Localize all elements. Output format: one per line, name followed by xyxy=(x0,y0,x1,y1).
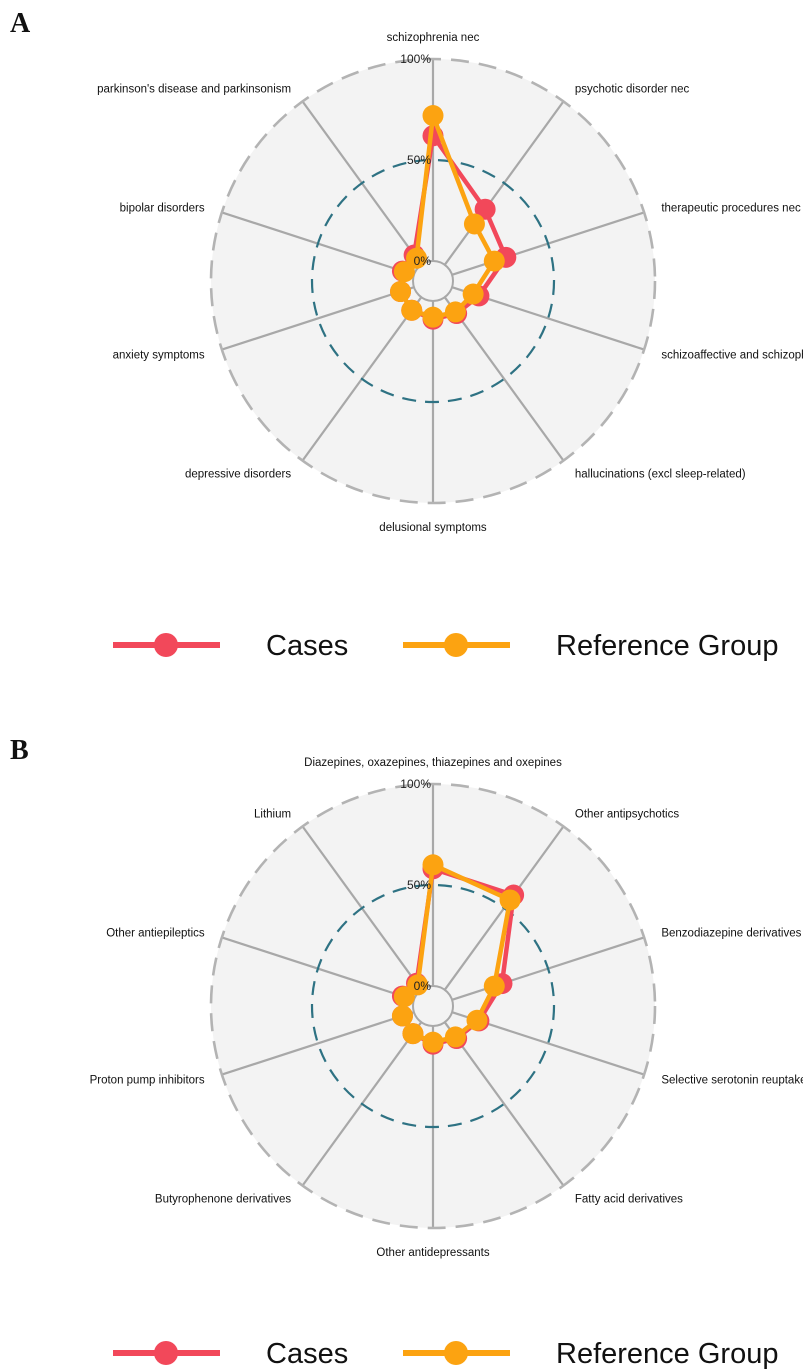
category-label: bipolar disorders xyxy=(120,202,205,214)
legend-label: Reference Group xyxy=(556,630,778,662)
legend-swatch-point xyxy=(444,1341,468,1365)
category-label: psychotic disorder nec xyxy=(575,83,690,95)
tick-label: 0% xyxy=(414,254,432,268)
tick-label: 100% xyxy=(400,777,431,791)
tick-label: 50% xyxy=(407,878,431,892)
data-point xyxy=(391,1005,413,1027)
panel-a: A 0% 50% 100% schizophrenia nec psychotic dis… xyxy=(10,8,803,662)
data-point xyxy=(466,1009,488,1031)
data-point xyxy=(444,1026,466,1048)
category-label: therapeutic procedures nec xyxy=(661,202,801,214)
grid-ring-0 xyxy=(412,985,454,1027)
legend-swatch-point xyxy=(154,1341,178,1365)
category-label: Benzodiazepine derivatives xyxy=(661,927,801,939)
panel-b: B 0% 50% 100% Diazepines, oxazepines, thiaze… xyxy=(0,722,803,1369)
category-label: schizoaffective and schizophreniform dis… xyxy=(661,350,803,362)
data-point xyxy=(393,261,415,283)
grid-ring-100 xyxy=(209,57,657,505)
legend-label: Cases xyxy=(266,630,348,662)
data-point xyxy=(407,974,429,996)
tick-label: 0% xyxy=(414,979,432,993)
data-point xyxy=(401,299,423,321)
legend: Cases Reference Group xyxy=(113,1338,778,1369)
data-point xyxy=(474,198,496,220)
category-label: parkinson's disease and parkinsonism xyxy=(97,83,291,95)
grid-ring-50 xyxy=(310,883,556,1129)
legend-swatch-point xyxy=(444,633,468,657)
grid-ring-50 xyxy=(310,158,556,404)
radar-spoke xyxy=(443,296,565,462)
category-label: anxiety symptoms xyxy=(113,350,205,362)
data-point xyxy=(422,1031,444,1053)
data-point xyxy=(422,306,444,328)
data-point xyxy=(499,889,521,911)
data-point xyxy=(444,301,466,323)
panel-letter: B xyxy=(10,735,29,766)
legend-label: Reference Group xyxy=(556,1338,778,1369)
category-label: Fatty acid derivatives xyxy=(575,1194,683,1206)
data-point xyxy=(402,1023,424,1045)
data-point xyxy=(483,975,505,997)
data-point xyxy=(405,247,427,269)
category-label: schizophrenia nec xyxy=(387,32,480,44)
data-point xyxy=(422,854,444,876)
category-label: Other antiepileptics xyxy=(106,927,205,939)
data-point xyxy=(463,213,485,235)
data-point xyxy=(422,105,444,127)
data-point xyxy=(462,283,484,305)
category-label: hallucinations (excl sleep-related) xyxy=(575,469,746,481)
radar-spoke xyxy=(443,1021,565,1187)
radar-chart-a: A 0% 50% 100% schizophrenia nec psychotic dis… xyxy=(10,8,803,662)
data-point xyxy=(483,250,505,272)
category-label: depressive disorders xyxy=(185,469,291,481)
legend-swatch-point xyxy=(154,633,178,657)
category-label: Lithium xyxy=(254,808,291,820)
grid-ring-100 xyxy=(209,782,657,1230)
tick-label: 100% xyxy=(400,52,431,66)
category-label: Diazepines, oxazepines, thiazepines and … xyxy=(304,757,562,769)
radar-chart-b: B 0% 50% 100% Diazepines, oxazepines, thiaze… xyxy=(10,735,803,1369)
category-label: Other antipsychotics xyxy=(575,808,679,820)
category-label: Proton pump inhibitors xyxy=(90,1075,205,1087)
panel-letter: A xyxy=(10,8,31,39)
category-label: Other antidepressants xyxy=(376,1247,489,1259)
category-label: Selective serotonin reuptake inhibitors xyxy=(661,1075,803,1087)
category-label: Butyrophenone derivatives xyxy=(155,1194,291,1206)
legend: Cases Reference Group xyxy=(113,630,778,662)
data-point xyxy=(390,281,412,303)
tick-label: 50% xyxy=(407,153,431,167)
radar-spoke xyxy=(221,286,415,351)
legend-label: Cases xyxy=(266,1338,348,1369)
grid-ring-0 xyxy=(412,260,454,302)
category-label: delusional symptoms xyxy=(379,522,487,534)
radar-spoke xyxy=(221,1011,415,1076)
